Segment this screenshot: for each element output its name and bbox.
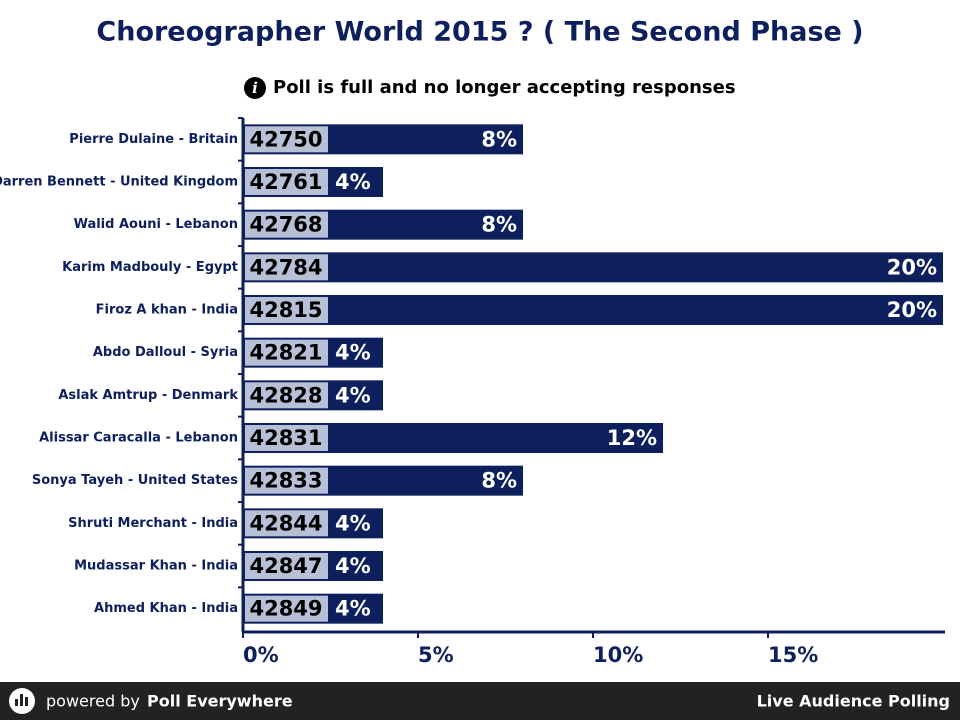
chart-title: Choreographer World 2015 ? ( The Second …	[96, 17, 863, 48]
category-label: Abdo Dalloul - Syria	[93, 345, 238, 360]
x-tick-label: 0%	[243, 643, 279, 667]
code: 42815	[249, 298, 322, 322]
category-label: Shruti Merchant - India	[68, 516, 238, 531]
code: 42849	[249, 597, 322, 621]
code-box	[245, 595, 328, 622]
brand: Poll Everywhere	[147, 692, 293, 711]
category-label: Ahmed Khan - India	[94, 601, 238, 616]
code: 42844	[249, 511, 322, 535]
code-box	[245, 339, 328, 366]
category-label: Mudassar Khan - India	[74, 559, 238, 574]
value-label: 4%	[335, 554, 371, 578]
code-box	[245, 510, 328, 537]
tagline: Live Audience Polling	[757, 692, 950, 711]
x-tick-label: 15%	[768, 643, 818, 667]
category-label: Walid Aouni - Lebanon	[74, 217, 238, 232]
logo-bar	[20, 694, 23, 706]
code-box	[245, 467, 328, 494]
code-box	[245, 126, 328, 153]
code-box	[245, 169, 328, 195]
logo-bar	[25, 697, 28, 706]
code: 42821	[249, 341, 322, 365]
value-label: 8%	[481, 127, 517, 151]
value-label: 12%	[607, 426, 657, 450]
notice: Poll is full and no longer accepting res…	[273, 77, 736, 98]
category-label: Alissar Caracalla - Lebanon	[39, 431, 238, 446]
category-label: Firoz A khan - India	[96, 303, 238, 318]
code: 42761	[249, 170, 322, 194]
value-label: 4%	[335, 383, 371, 407]
category-label: Sonya Tayeh - United States	[32, 473, 238, 488]
value-label: 8%	[481, 213, 517, 237]
code-box	[245, 382, 328, 409]
logo-bar	[15, 699, 18, 706]
code-box	[245, 553, 328, 579]
value-label: 8%	[481, 469, 517, 493]
value-label: 20%	[887, 255, 937, 279]
powered-by: powered by	[46, 692, 140, 711]
x-tick-label: 10%	[593, 643, 643, 667]
value-label: 4%	[335, 170, 371, 194]
code-box	[245, 211, 328, 238]
category-label: Karim Madbouly - Egypt	[62, 260, 238, 275]
code-box	[245, 297, 328, 323]
footer	[0, 682, 960, 720]
code: 42833	[249, 469, 322, 493]
category-label: Aslak Amtrup - Denmark	[58, 388, 238, 403]
code: 42768	[249, 213, 322, 237]
value-label: 4%	[335, 511, 371, 535]
code-box	[245, 425, 328, 451]
category-label: Pierre Dulaine - Britain	[69, 132, 238, 147]
code: 42831	[249, 426, 322, 450]
bar	[243, 252, 943, 283]
code-box	[245, 254, 328, 281]
bar	[243, 295, 943, 325]
value-label: 20%	[887, 298, 937, 322]
x-tick-label: 5%	[418, 643, 454, 667]
code: 42847	[249, 554, 322, 578]
code: 42750	[249, 127, 322, 151]
code: 42828	[249, 383, 322, 407]
code: 42784	[249, 255, 322, 279]
info-icon	[244, 77, 266, 99]
category-label: Darren Bennett - United Kingdom	[0, 175, 238, 190]
value-label: 4%	[335, 597, 371, 621]
info-icon-glyph: i	[252, 79, 258, 97]
value-label: 4%	[335, 341, 371, 365]
